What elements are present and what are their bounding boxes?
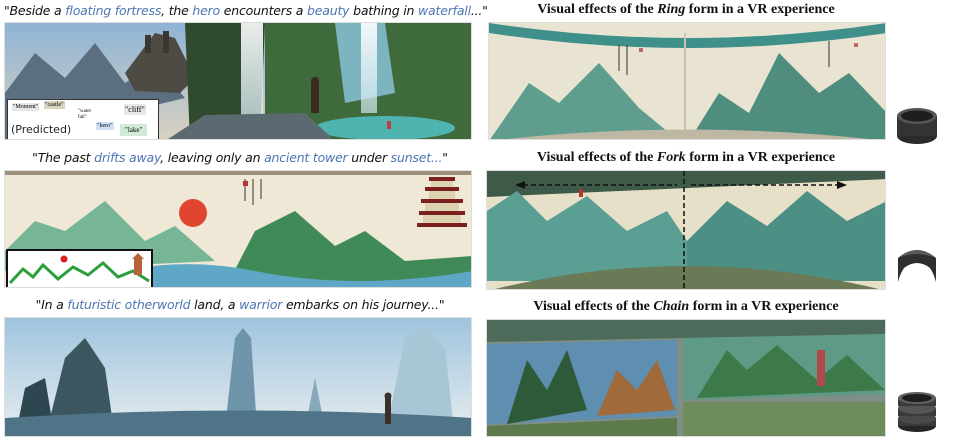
keyword-ancient-tower: ancient tower — [264, 150, 348, 165]
vr-view-fork — [486, 170, 886, 290]
keyword-sunset: sunset... — [390, 150, 443, 165]
caption-text: ..." — [470, 3, 488, 18]
keyword-waterfall: waterfall — [418, 3, 471, 18]
vr-view-chain — [486, 319, 886, 437]
keyword-floating-fortress: floating fortress — [65, 3, 162, 18]
keyword-warrior: warrior — [239, 297, 283, 312]
caption-row-1: "Beside a floating fortress, the hero en… — [4, 3, 488, 18]
vr-title-fork: Visual effects of the Fork form in a VR … — [536, 150, 836, 165]
caption-text: , leaving only an — [160, 150, 265, 165]
vr-view-ring — [488, 22, 886, 140]
panorama-ink-sunset — [4, 170, 472, 288]
vr-title-chain: Visual effects of the Chain form in a VR… — [533, 299, 839, 314]
tag-castle: "castle" — [44, 101, 65, 109]
keyword-futuristic-otherworld: futuristic otherworld — [67, 297, 191, 312]
caption-text: "In a — [35, 297, 68, 312]
chain-shape-icon — [896, 384, 938, 438]
layout-inset: "Moment" "castle" "water fall" "cliff" "… — [7, 99, 159, 139]
form-name-chain: Chain — [653, 299, 690, 314]
caption-text: land, a — [190, 297, 240, 312]
caption-row-2: "The past drifts away, leaving only an a… — [4, 150, 476, 165]
predicted-label: (Predicted) — [11, 123, 72, 136]
caption-text: "The past — [32, 150, 95, 165]
ring-shape-icon — [896, 106, 938, 150]
tag-moment: "Moment" — [12, 103, 40, 111]
caption-text: encounters a — [220, 3, 308, 18]
form-name-ring: Ring — [657, 2, 686, 17]
form-name-fork: Fork — [656, 150, 686, 165]
caption-text: embarks on his journey..." — [282, 297, 445, 312]
keyword-hero: hero — [192, 3, 221, 18]
tag-hero: "hero" — [96, 122, 114, 130]
panorama-fantasy-waterfall: "Moment" "castle" "water fall" "cliff" "… — [4, 22, 472, 140]
tag-waterfall: "water fall" — [78, 109, 92, 120]
caption-text: under — [347, 150, 391, 165]
keyword-drifts-away: drifts away — [94, 150, 161, 165]
fork-shape-icon — [894, 238, 940, 292]
panorama-futuristic-otherworld — [4, 317, 472, 437]
caption-text: bathing in — [349, 3, 419, 18]
caption-row-3: "In a futuristic otherworld land, a warr… — [4, 297, 476, 312]
sketch-inset — [6, 249, 153, 287]
keyword-beauty: beauty — [307, 3, 350, 18]
caption-text: " — [442, 150, 448, 165]
vr-title-ring: Visual effects of the Ring form in a VR … — [537, 2, 835, 17]
tag-cliff: "cliff" — [124, 104, 146, 115]
tag-lake: "lake" — [120, 124, 148, 136]
caption-text: , the — [161, 3, 193, 18]
caption-text: "Beside a — [4, 3, 66, 18]
